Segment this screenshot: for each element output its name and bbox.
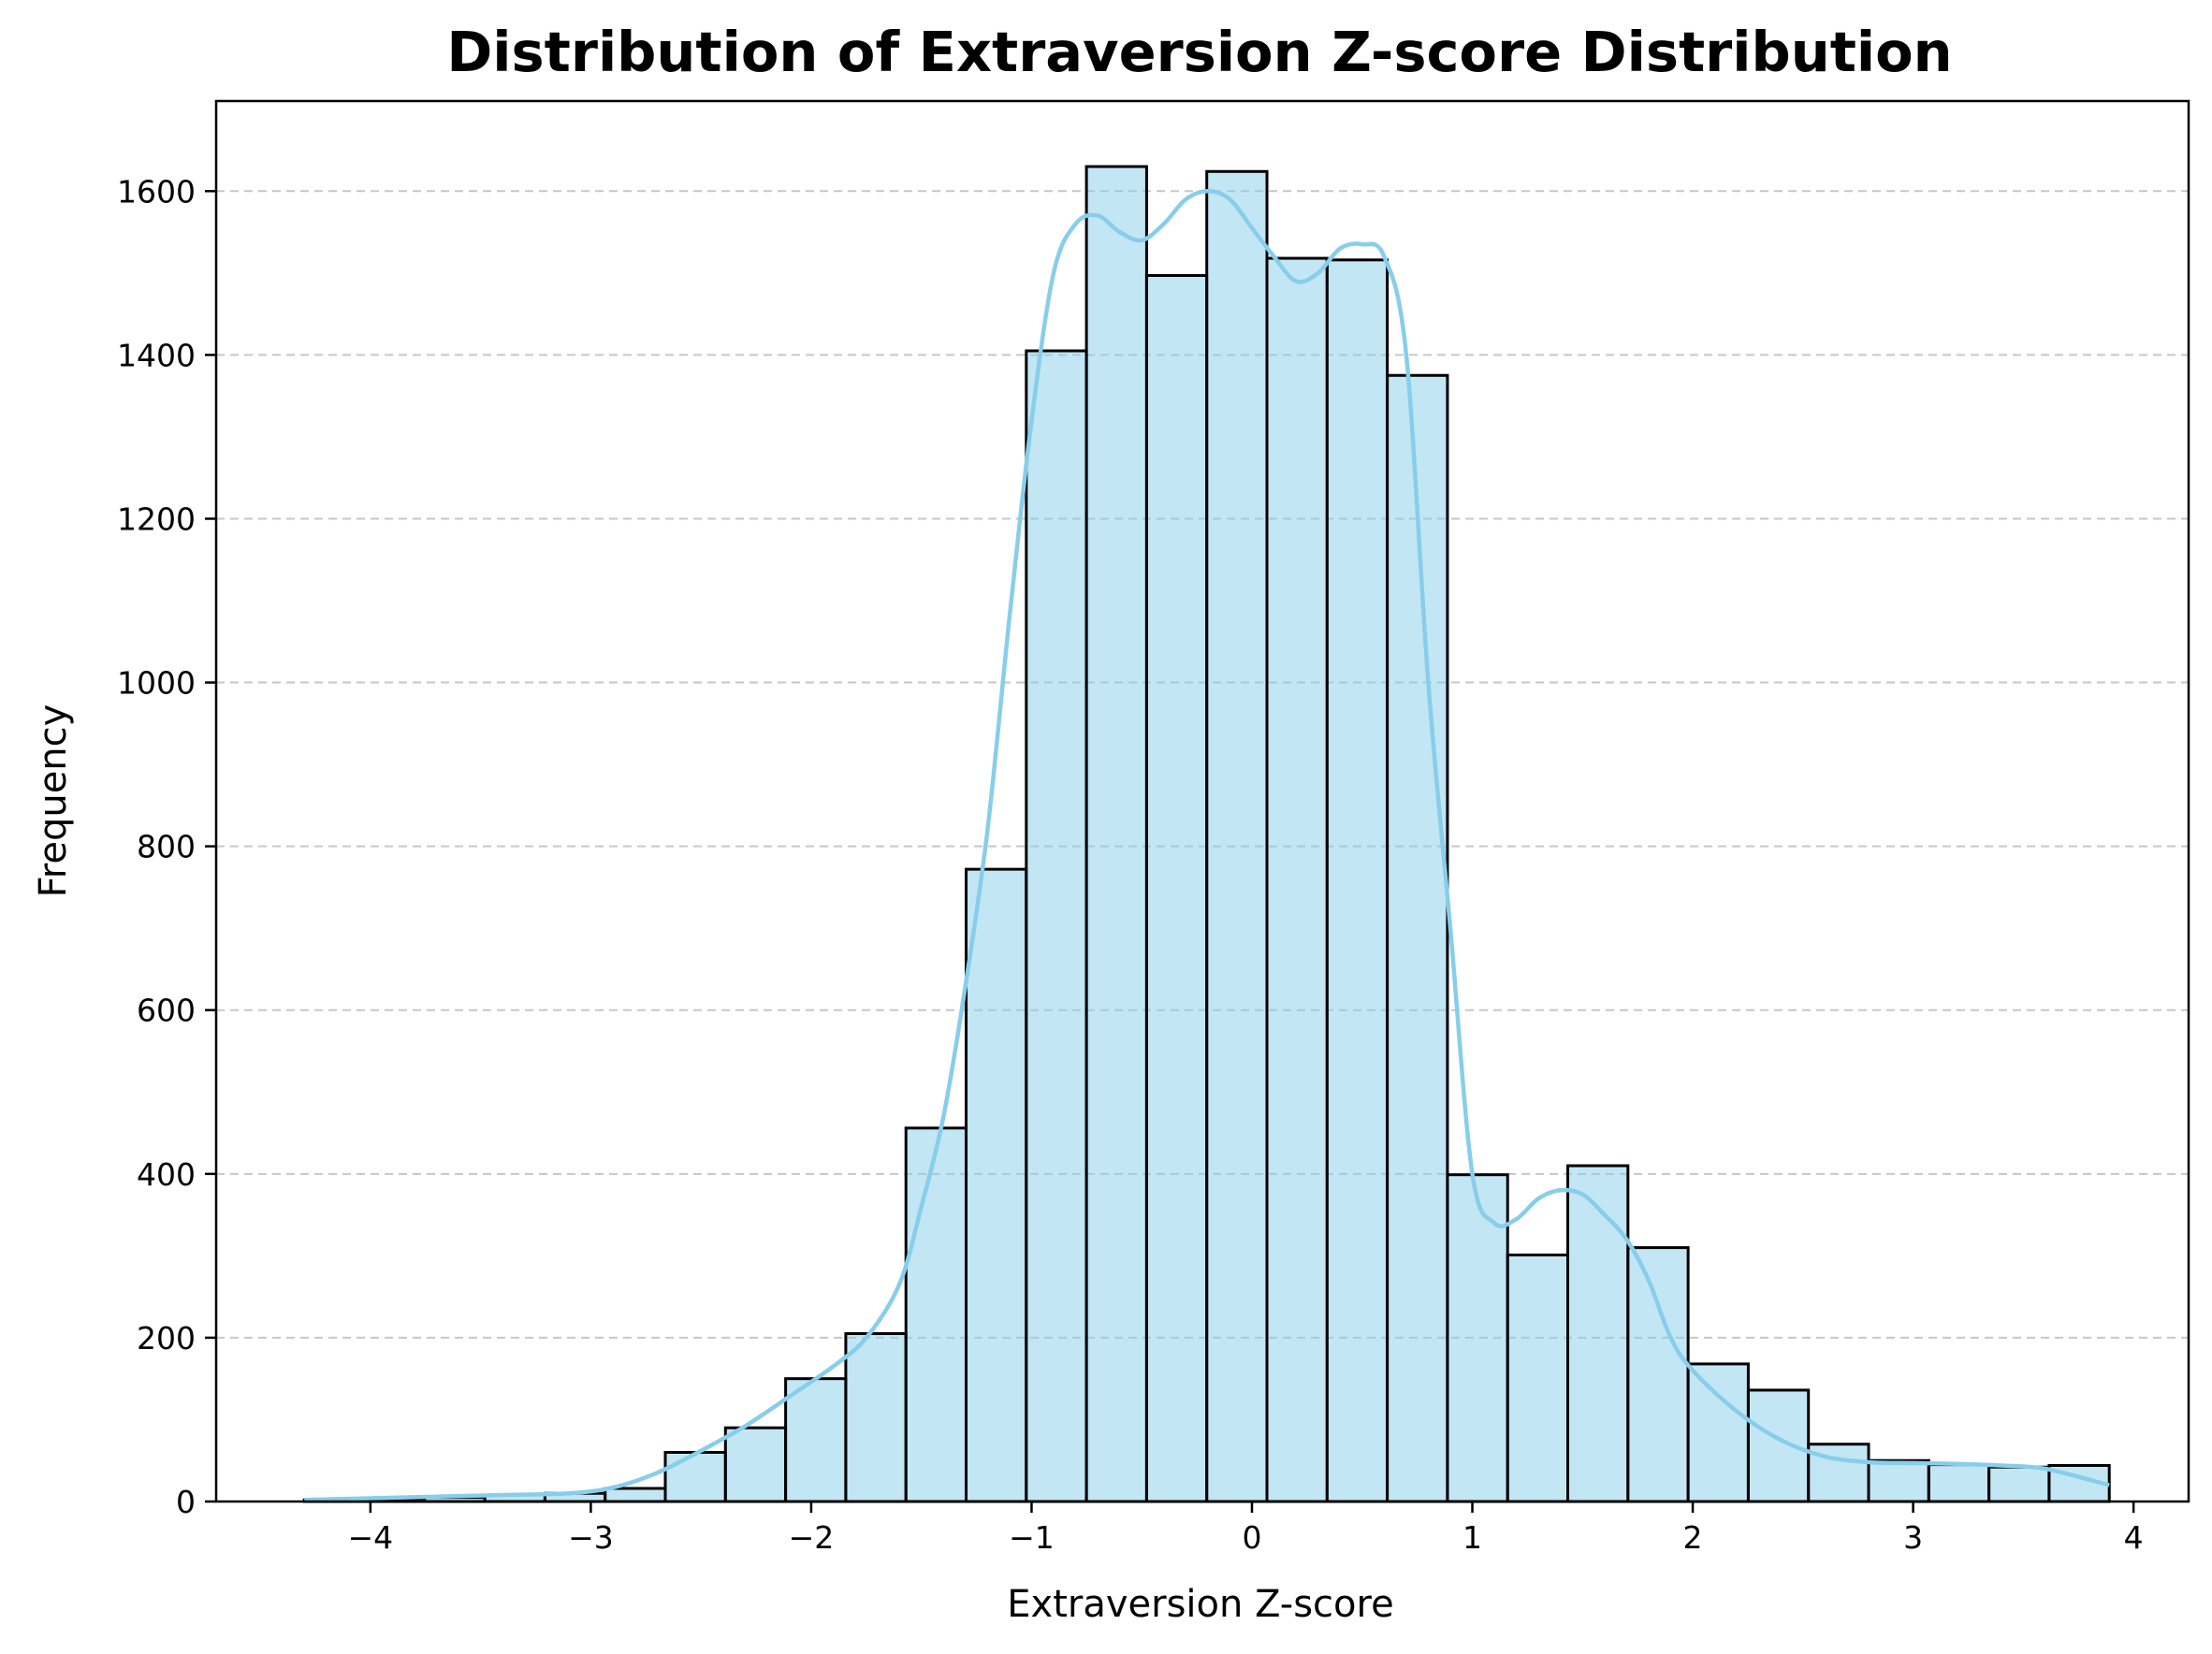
histogram-bar [1746, 1388, 1811, 1503]
x-tick-label: 1 [1463, 1519, 1482, 1556]
x-tick-label: −3 [568, 1519, 614, 1556]
x-tick-label: −1 [1009, 1519, 1055, 1556]
histogram-bar [965, 867, 1028, 1503]
x-tick-label: 2 [1683, 1519, 1703, 1556]
histogram-bar [1506, 1253, 1570, 1503]
histogram-bar [1084, 165, 1148, 1503]
histogram-bar [1927, 1463, 1991, 1503]
histogram-bar [1025, 349, 1088, 1503]
histogram-bar [1987, 1465, 2051, 1503]
x-axis-ticks: −4 −3 −2 −1 0 1 2 3 4 [348, 1502, 2144, 1556]
y-axis-ticks: 0 200 400 600 800 1000 1200 1400 1600 [117, 173, 216, 1520]
histogram-bar [904, 1126, 968, 1503]
histogram-bar [604, 1487, 667, 1503]
histogram-bars [302, 165, 2111, 1503]
y-tick-label: 1600 [117, 173, 196, 210]
y-tick-label: 0 [176, 1484, 196, 1520]
histogram-bar [1144, 273, 1209, 1503]
histogram-bar [663, 1450, 727, 1503]
histogram-bar [1626, 1246, 1690, 1503]
y-tick-label: 1000 [117, 665, 196, 702]
histogram-bar [1566, 1164, 1630, 1503]
histogram-bar [1867, 1458, 1930, 1503]
histogram-bar [1686, 1362, 1750, 1503]
x-tick-label: 3 [1903, 1519, 1923, 1556]
histogram-bar [1386, 373, 1449, 1503]
y-tick-label: 400 [137, 1156, 196, 1193]
y-tick-label: 1400 [117, 337, 196, 373]
x-axis-label: Extraversion Z-score [1007, 1583, 1393, 1626]
y-tick-label: 200 [137, 1320, 196, 1357]
histogram-bar [1205, 169, 1269, 1503]
plot-frame [214, 99, 2190, 1503]
chart-title: Distribution of Extraversion Z-score Dis… [446, 20, 1952, 84]
histogram-bar [723, 1426, 788, 1503]
x-tick-label: −4 [348, 1519, 394, 1556]
x-tick-label: 4 [2124, 1519, 2144, 1556]
y-axis-label: Frequency [32, 704, 75, 898]
histogram-bar [784, 1377, 848, 1503]
x-tick-label: 0 [1242, 1519, 1261, 1556]
histogram-bar [844, 1332, 908, 1503]
y-tick-label: 800 [137, 829, 196, 865]
histogram-bar [1265, 256, 1329, 1503]
y-tick-label: 600 [137, 993, 196, 1029]
kde-curve [304, 189, 2110, 1502]
x-tick-label: −2 [789, 1519, 835, 1556]
histogram-bar [1325, 258, 1390, 1503]
y-tick-label: 1200 [117, 501, 196, 537]
